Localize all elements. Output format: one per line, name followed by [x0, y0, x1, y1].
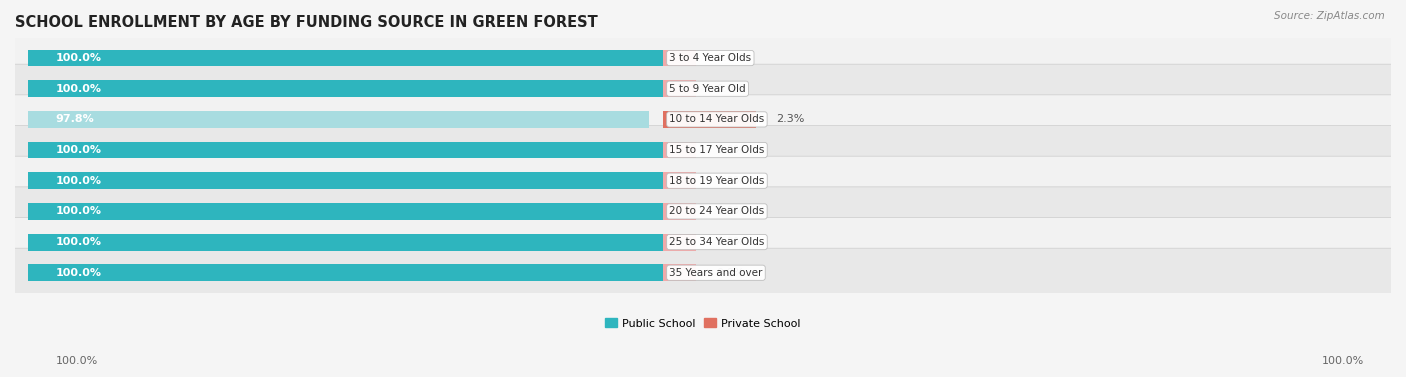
- Text: 20 to 24 Year Olds: 20 to 24 Year Olds: [669, 206, 765, 216]
- Text: 25 to 34 Year Olds: 25 to 34 Year Olds: [669, 237, 765, 247]
- FancyBboxPatch shape: [11, 34, 1395, 83]
- FancyBboxPatch shape: [11, 64, 1395, 113]
- Bar: [662, 111, 755, 128]
- Bar: [28, 203, 662, 220]
- Text: 0.0%: 0.0%: [717, 206, 745, 216]
- FancyBboxPatch shape: [11, 156, 1395, 205]
- Text: 100.0%: 100.0%: [56, 356, 98, 366]
- Bar: [28, 172, 662, 189]
- Text: 35 Years and over: 35 Years and over: [669, 268, 762, 278]
- Bar: [662, 264, 696, 281]
- Text: 0.0%: 0.0%: [717, 176, 745, 186]
- Bar: [28, 50, 662, 66]
- Bar: [28, 111, 648, 128]
- Bar: [662, 172, 696, 189]
- Text: 100.0%: 100.0%: [55, 145, 101, 155]
- Bar: [662, 80, 696, 97]
- Text: 18 to 19 Year Olds: 18 to 19 Year Olds: [669, 176, 765, 186]
- FancyBboxPatch shape: [11, 218, 1395, 267]
- Text: 100.0%: 100.0%: [55, 53, 101, 63]
- Text: 97.8%: 97.8%: [55, 114, 94, 124]
- Text: 0.0%: 0.0%: [717, 145, 745, 155]
- Text: SCHOOL ENROLLMENT BY AGE BY FUNDING SOURCE IN GREEN FOREST: SCHOOL ENROLLMENT BY AGE BY FUNDING SOUR…: [15, 15, 598, 30]
- FancyBboxPatch shape: [11, 95, 1395, 144]
- FancyBboxPatch shape: [11, 187, 1395, 236]
- Text: 15 to 17 Year Olds: 15 to 17 Year Olds: [669, 145, 765, 155]
- Text: 3 to 4 Year Olds: 3 to 4 Year Olds: [669, 53, 751, 63]
- Bar: [28, 264, 662, 281]
- Bar: [28, 142, 662, 158]
- Bar: [662, 142, 696, 158]
- Text: 0.0%: 0.0%: [717, 53, 745, 63]
- FancyBboxPatch shape: [11, 126, 1395, 175]
- Text: 0.0%: 0.0%: [717, 237, 745, 247]
- Text: 100.0%: 100.0%: [55, 237, 101, 247]
- Text: 100.0%: 100.0%: [55, 84, 101, 94]
- Text: 10 to 14 Year Olds: 10 to 14 Year Olds: [669, 114, 765, 124]
- Text: Source: ZipAtlas.com: Source: ZipAtlas.com: [1274, 11, 1385, 21]
- Bar: [28, 234, 662, 250]
- Text: 100.0%: 100.0%: [1322, 356, 1364, 366]
- Text: 100.0%: 100.0%: [55, 206, 101, 216]
- FancyBboxPatch shape: [11, 248, 1395, 297]
- Text: 2.3%: 2.3%: [776, 114, 804, 124]
- Bar: [662, 234, 696, 250]
- Legend: Public School, Private School: Public School, Private School: [600, 314, 806, 333]
- Bar: [662, 50, 696, 66]
- Text: 0.0%: 0.0%: [717, 84, 745, 94]
- Text: 5 to 9 Year Old: 5 to 9 Year Old: [669, 84, 747, 94]
- Bar: [28, 80, 662, 97]
- Text: 100.0%: 100.0%: [55, 176, 101, 186]
- Text: 100.0%: 100.0%: [55, 268, 101, 278]
- Text: 0.0%: 0.0%: [717, 268, 745, 278]
- Bar: [662, 203, 696, 220]
